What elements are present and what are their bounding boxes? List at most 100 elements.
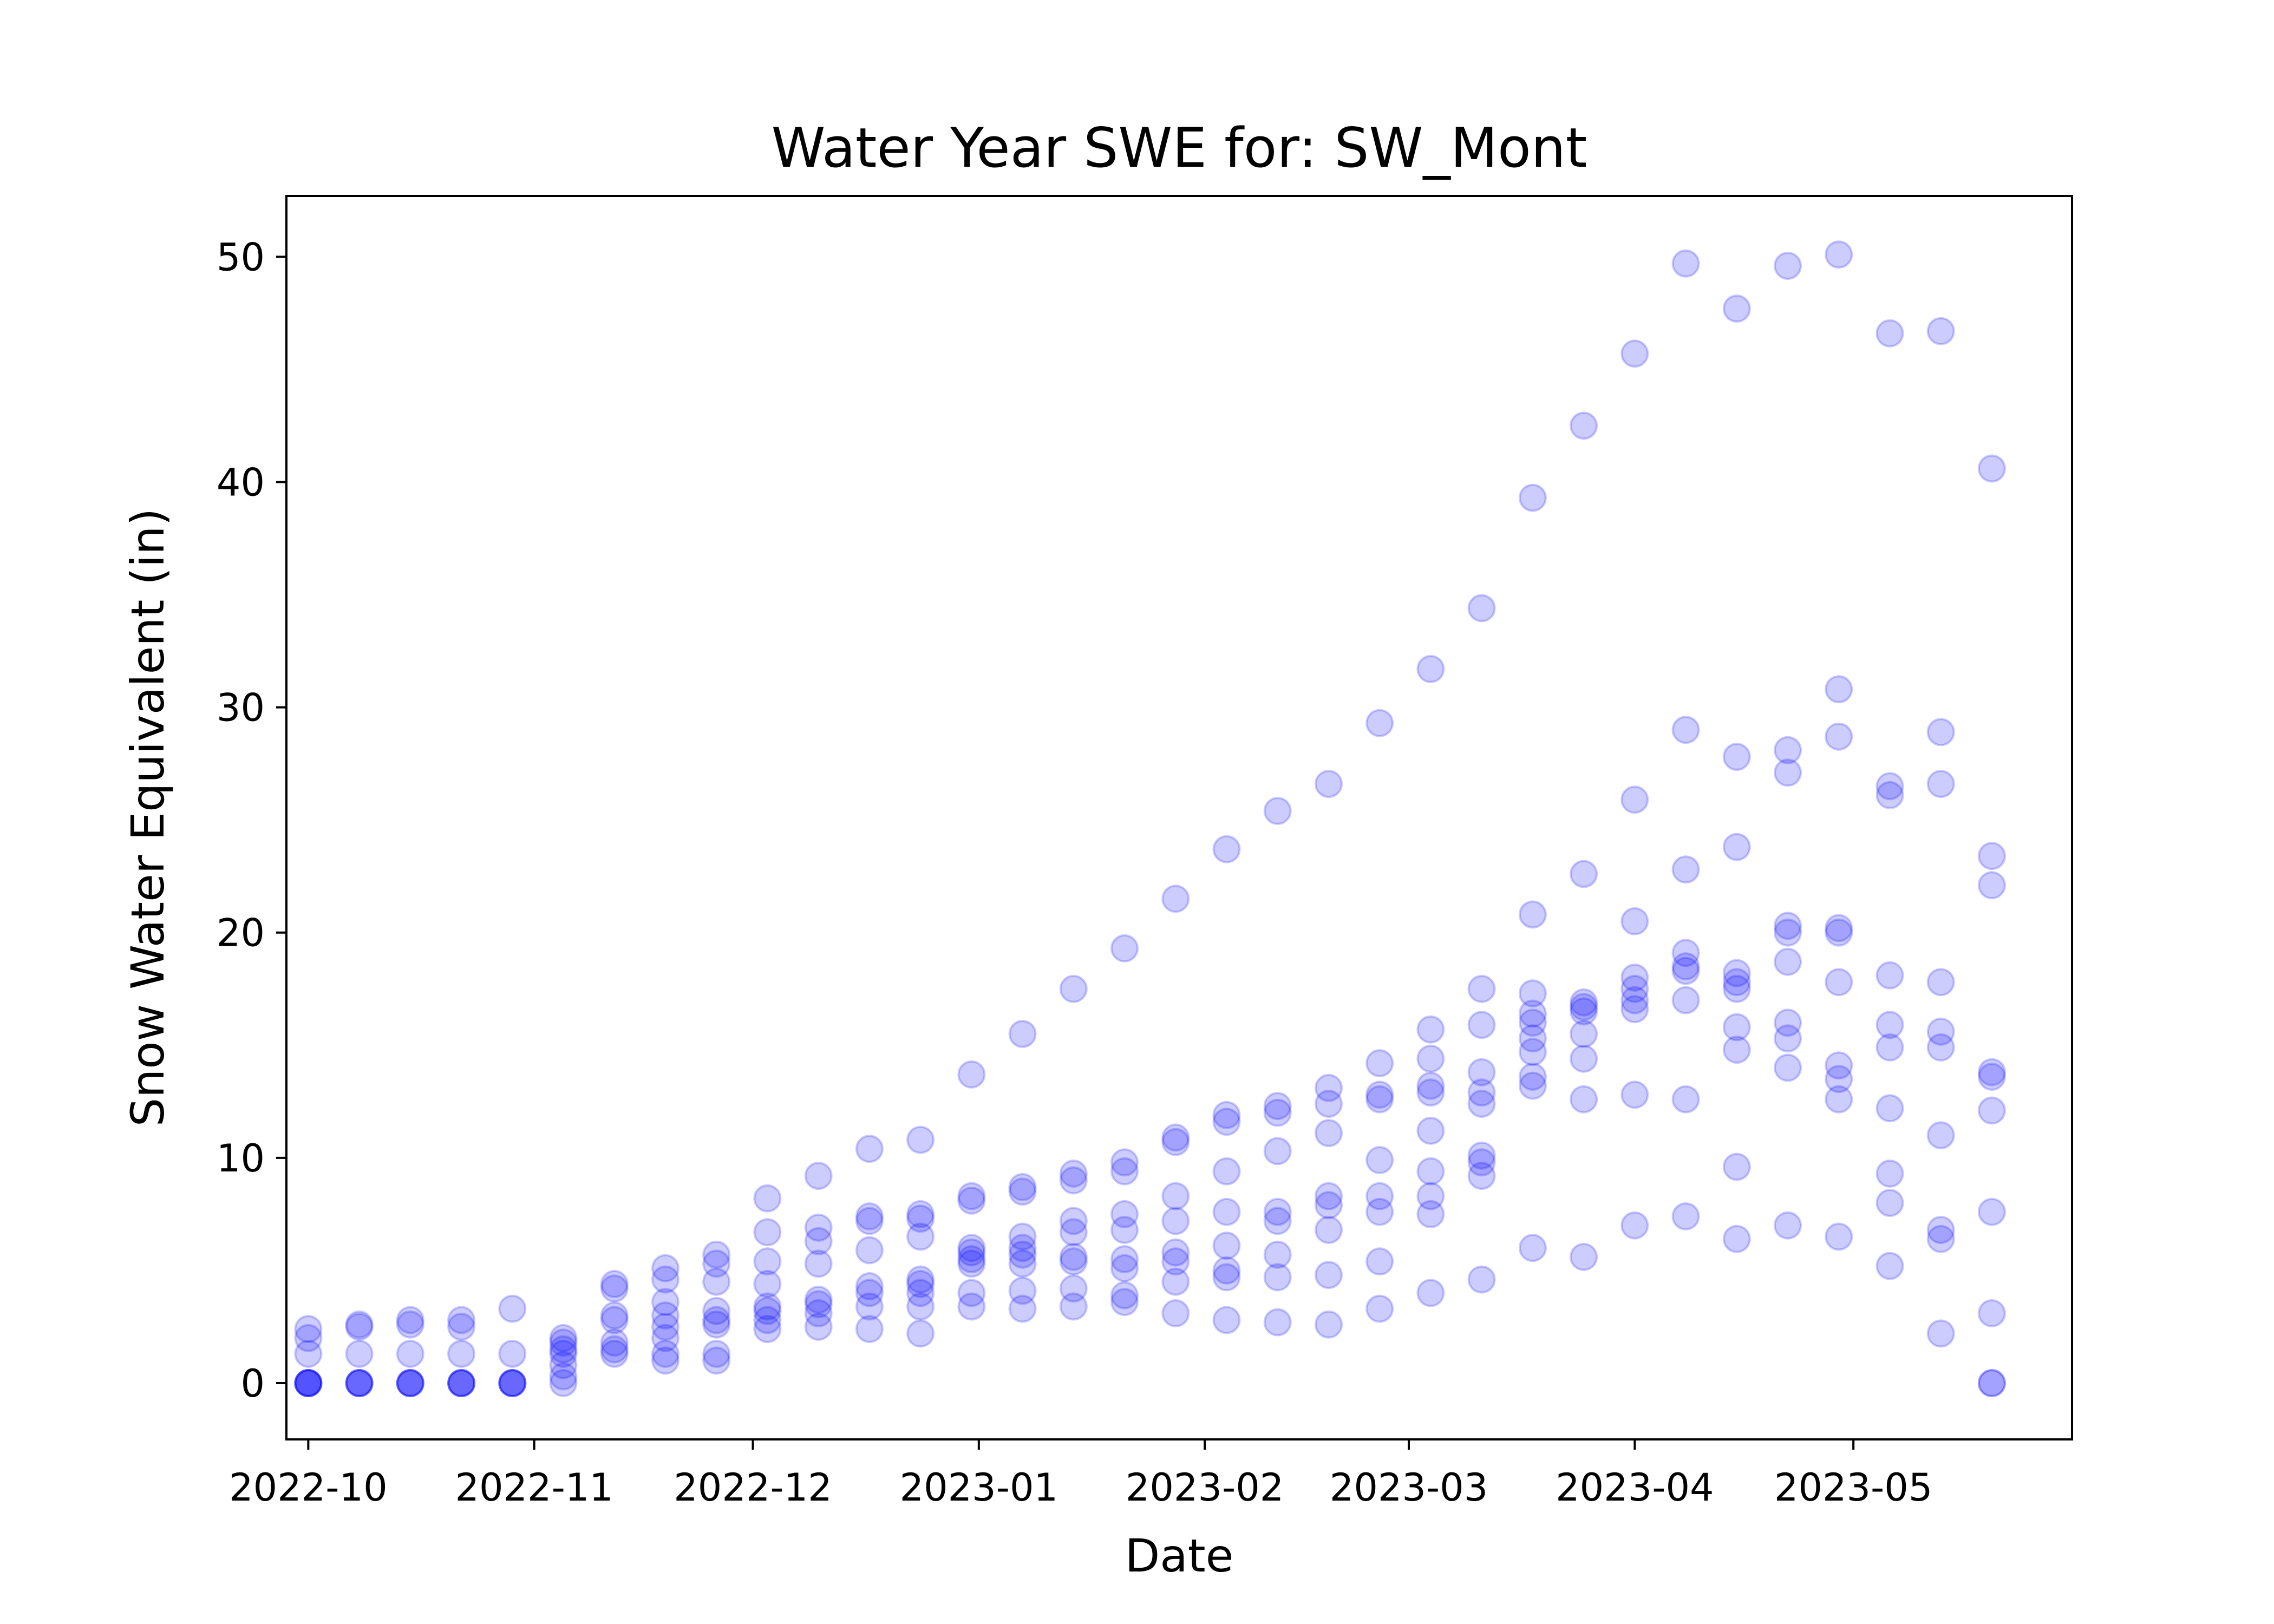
data-point — [1825, 1085, 1853, 1114]
data-point — [1722, 294, 1751, 323]
data-point — [855, 1272, 884, 1300]
data-point — [651, 1254, 679, 1282]
data-point — [1467, 1090, 1496, 1118]
data-point — [804, 1286, 833, 1314]
data-point — [1008, 1177, 1037, 1206]
data-point — [1876, 961, 1904, 990]
data-point — [1620, 1211, 1649, 1240]
data-point — [1315, 770, 1343, 798]
x-tick-label: 2022-11 — [455, 1465, 613, 1510]
data-point — [1059, 1218, 1088, 1247]
data-point — [1467, 974, 1496, 1003]
data-point — [600, 1274, 629, 1303]
data-point — [1620, 986, 1649, 1014]
data-point — [753, 1218, 782, 1247]
data-point — [957, 1292, 986, 1321]
data-point — [1008, 1173, 1037, 1201]
data-point — [1212, 1157, 1241, 1186]
data-point — [1926, 968, 1955, 997]
data-point — [294, 1369, 323, 1397]
x-tick-label: 2023-04 — [1556, 1465, 1714, 1510]
data-point — [1161, 1267, 1190, 1296]
data-point — [1212, 1306, 1241, 1334]
data-point — [1416, 1071, 1445, 1100]
data-point — [1620, 339, 1649, 368]
data-point — [1416, 1116, 1445, 1145]
data-point — [1416, 1015, 1445, 1044]
data-point — [702, 1240, 731, 1269]
plot-frame — [285, 195, 2073, 1440]
data-point — [906, 1319, 935, 1348]
data-point — [1518, 900, 1547, 929]
y-tick-label: 0 — [240, 1361, 265, 1406]
data-point — [1977, 1197, 2006, 1226]
data-point — [396, 1369, 424, 1397]
data-point — [1570, 988, 1598, 1017]
data-point — [651, 1265, 679, 1294]
data-point — [1722, 968, 1751, 997]
x-axis-label: Date — [1125, 1529, 1234, 1582]
data-point — [1620, 995, 1649, 1024]
data-point — [1416, 1182, 1445, 1210]
x-tick-label: 2023-01 — [900, 1465, 1058, 1510]
data-point — [1161, 885, 1190, 913]
data-point — [1008, 1294, 1037, 1323]
data-point — [1774, 1009, 1802, 1037]
data-point — [1467, 1058, 1496, 1086]
data-point — [753, 1184, 782, 1213]
data-point — [1671, 716, 1700, 744]
data-point — [1263, 1137, 1292, 1165]
data-point — [1570, 993, 1598, 1021]
data-point — [1774, 1024, 1802, 1053]
data-point — [294, 1369, 323, 1397]
data-point — [651, 1324, 679, 1352]
data-point — [804, 1213, 833, 1242]
x-axis-ticks: 2022-10 2022-11 2022-12 2023-01 2023-02 2023-… — [229, 1439, 1932, 1510]
data-point — [345, 1339, 374, 1368]
data-point — [753, 1292, 782, 1321]
data-point — [1467, 1162, 1496, 1190]
data-point — [1161, 1207, 1190, 1235]
data-point — [1315, 1182, 1343, 1210]
data-point — [396, 1369, 424, 1397]
data-point — [549, 1324, 578, 1352]
data-point — [702, 1267, 731, 1296]
data-point — [549, 1362, 578, 1391]
data-point — [1059, 1292, 1088, 1321]
data-point — [1365, 1182, 1394, 1210]
data-point — [1926, 718, 1955, 746]
data-point — [600, 1301, 629, 1330]
data-point — [447, 1369, 476, 1397]
data-point — [1365, 1197, 1394, 1226]
x-tick-label: 2023-02 — [1126, 1465, 1284, 1510]
data-point — [1876, 1252, 1904, 1280]
data-point — [1161, 1299, 1190, 1327]
data-point — [1570, 1020, 1598, 1048]
data-point — [855, 1135, 884, 1163]
data-point — [549, 1369, 578, 1397]
data-point — [957, 1234, 986, 1262]
data-point — [1774, 252, 1802, 280]
data-point — [1671, 939, 1700, 967]
data-point — [1926, 1319, 1955, 1348]
data-point — [1825, 914, 1853, 942]
data-point — [1774, 736, 1802, 764]
data-point — [1774, 918, 1802, 947]
data-point — [1977, 1058, 2006, 1086]
data-point — [753, 1315, 782, 1344]
data-point — [1825, 968, 1853, 997]
data-point — [1926, 1121, 1955, 1150]
data-point — [600, 1328, 629, 1357]
data-point — [1722, 1152, 1751, 1181]
data-point — [1518, 1024, 1547, 1053]
data-point — [906, 1292, 935, 1321]
data-point — [600, 1339, 629, 1368]
y-axis-label: Snow Water Equivalent (in) — [121, 508, 174, 1127]
data-point — [1365, 1247, 1394, 1276]
data-point — [447, 1312, 476, 1341]
data-point — [1212, 1256, 1241, 1285]
data-point — [1518, 1071, 1547, 1100]
data-point — [1161, 1123, 1190, 1152]
